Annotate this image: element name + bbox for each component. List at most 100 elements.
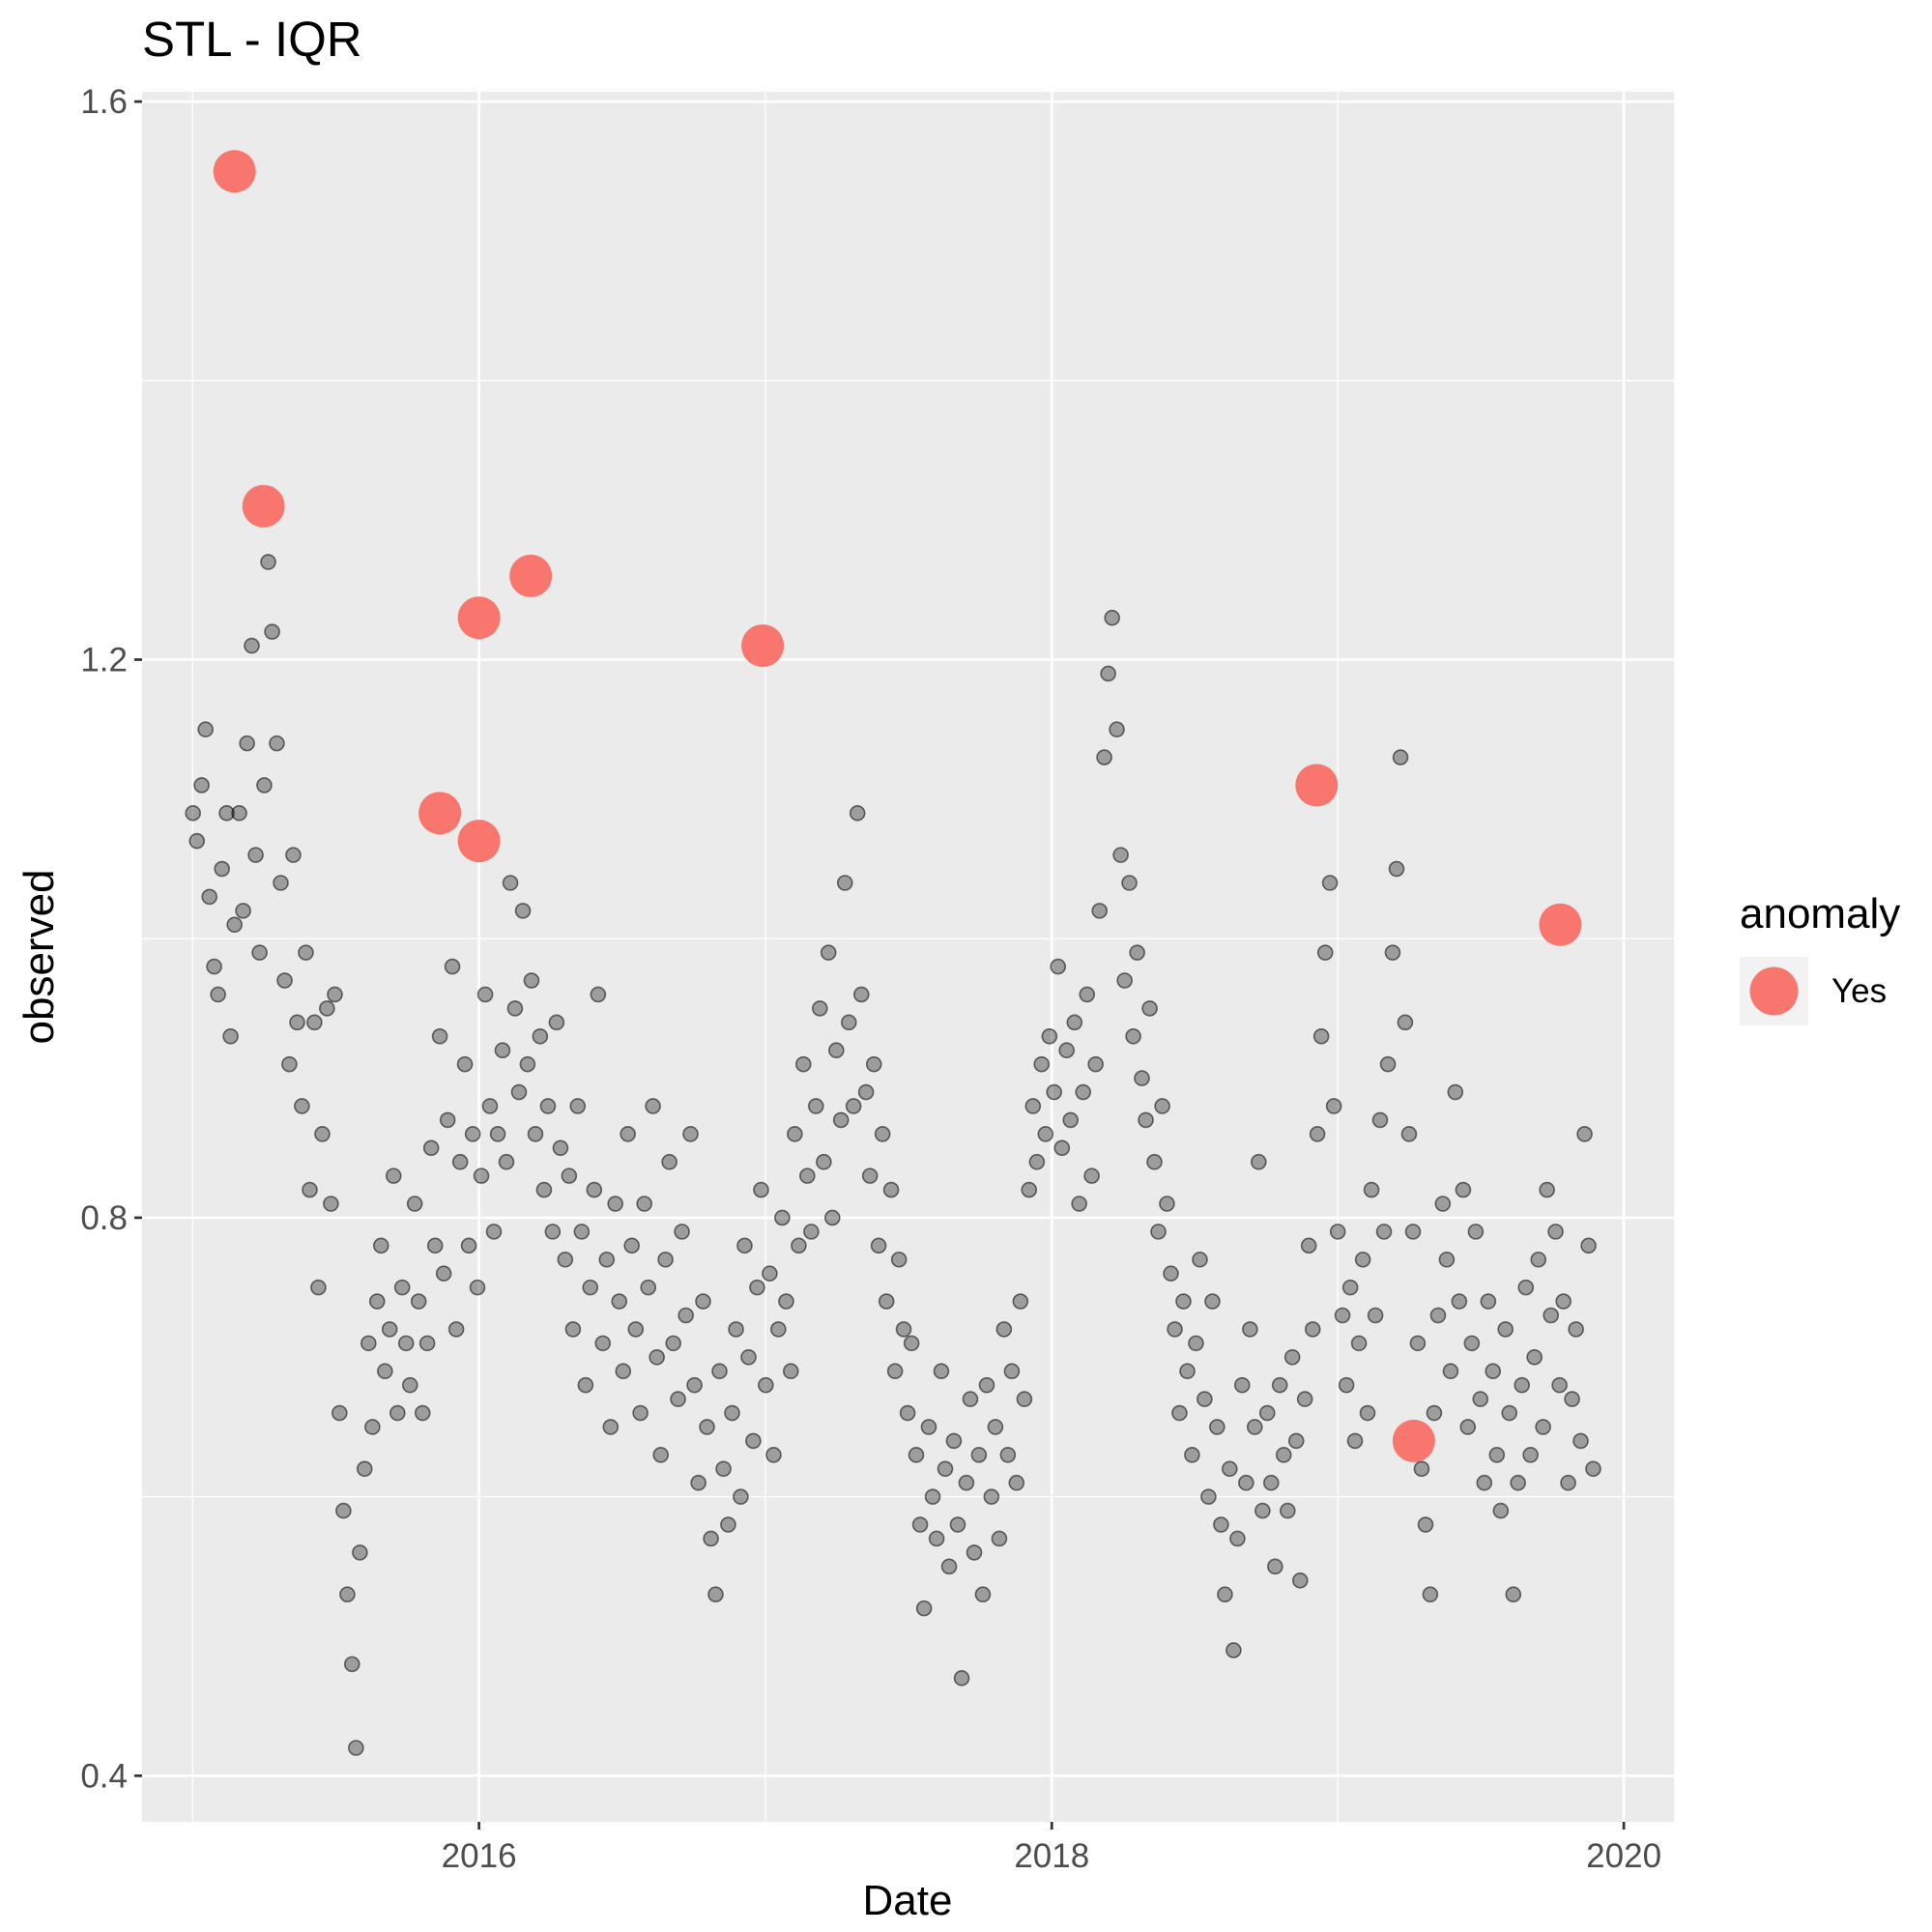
observed-point — [514, 903, 532, 919]
observed-point — [908, 1447, 925, 1463]
observed-point — [1037, 1126, 1054, 1142]
observed-point — [1016, 1391, 1033, 1407]
observed-point — [978, 1376, 995, 1394]
observed-point — [406, 1196, 423, 1212]
observed-point — [820, 944, 837, 961]
observed-point — [1576, 1126, 1593, 1142]
observed-point — [1300, 1237, 1317, 1254]
observed-point — [1079, 986, 1096, 1003]
observed-point — [928, 1530, 945, 1547]
x-axis-ticks: 2016 2018 2020 — [442, 1822, 1661, 1875]
observed-point — [564, 1321, 582, 1338]
observed-point — [682, 1126, 699, 1142]
observed-point — [770, 1321, 787, 1338]
observed-point — [494, 1042, 511, 1059]
observed-point — [852, 986, 870, 1003]
observed-point — [569, 1098, 587, 1114]
observed-point — [339, 1586, 356, 1603]
observed-point — [1129, 944, 1145, 961]
observed-point — [745, 1432, 762, 1450]
observed-point — [1024, 1098, 1042, 1114]
observed-point — [439, 1111, 456, 1129]
observed-point — [1392, 749, 1409, 765]
observed-point — [1338, 1376, 1355, 1394]
observed-point — [1459, 1419, 1477, 1435]
observed-point — [736, 1237, 753, 1254]
observed-point — [481, 1098, 499, 1114]
anomaly-points — [213, 150, 1582, 1462]
observed-point — [686, 1376, 703, 1394]
observed-point — [314, 1126, 331, 1142]
observed-point — [711, 1363, 728, 1380]
observed-point — [983, 1488, 1000, 1505]
observed-point — [940, 1558, 958, 1575]
observed-point — [899, 1404, 916, 1422]
observed-point — [489, 1126, 506, 1142]
observed-point — [201, 888, 218, 906]
observed-point — [611, 1293, 628, 1310]
observed-point — [285, 847, 302, 863]
observed-point — [1321, 875, 1339, 891]
observed-point — [632, 1404, 649, 1422]
observed-point — [640, 1279, 657, 1296]
observed-point — [343, 1656, 360, 1673]
observed-point — [1417, 1516, 1434, 1533]
observed-point — [548, 1014, 565, 1031]
observed-point — [1363, 1181, 1380, 1198]
observed-point — [699, 1419, 715, 1435]
observed-point — [1066, 1014, 1083, 1031]
observed-point — [690, 1474, 706, 1491]
y-tick-label: 0.8 — [80, 1199, 128, 1237]
observed-point — [1242, 1321, 1258, 1338]
observed-point — [878, 1293, 895, 1310]
observed-point — [787, 1126, 803, 1142]
observed-point — [636, 1196, 652, 1212]
observed-point — [652, 1447, 670, 1463]
legend-title: anomaly — [1740, 890, 1900, 937]
observed-point — [1116, 972, 1133, 989]
observed-point — [214, 860, 230, 878]
x-tick-label: 2020 — [1586, 1837, 1661, 1875]
observed-point — [356, 1460, 373, 1478]
observed-point — [1233, 1376, 1251, 1394]
observed-point — [1572, 1432, 1589, 1450]
observed-point — [372, 1237, 389, 1254]
observed-point — [332, 1404, 348, 1422]
observed-point — [1316, 944, 1334, 961]
observed-point — [381, 1321, 398, 1338]
observed-point — [920, 1419, 937, 1435]
observed-point — [1083, 1168, 1100, 1184]
observed-point — [590, 986, 607, 1003]
observed-point — [1501, 1404, 1518, 1422]
observed-point — [447, 1321, 465, 1338]
observed-point — [661, 1153, 678, 1170]
observed-point — [1150, 1224, 1167, 1240]
observed-point — [665, 1335, 681, 1352]
chart-title: STL - IQR — [142, 12, 362, 67]
observed-point — [1167, 1321, 1183, 1338]
observed-point — [1539, 1181, 1555, 1198]
observed-point — [974, 1586, 992, 1603]
observed-point — [720, 1516, 736, 1533]
observed-point — [782, 1363, 799, 1380]
observed-point — [753, 1181, 769, 1198]
observed-point — [1379, 1055, 1397, 1073]
observed-point — [1291, 1572, 1309, 1589]
anomaly-point — [457, 820, 501, 863]
observed-point — [1154, 1098, 1170, 1114]
anomaly-point — [509, 554, 553, 597]
observed-point — [816, 1153, 832, 1170]
observed-point — [937, 1460, 954, 1478]
observed-point — [1121, 875, 1138, 891]
observed-point — [310, 1279, 327, 1296]
observed-point — [598, 1251, 616, 1268]
observed-point — [728, 1321, 744, 1338]
observed-point — [1304, 1321, 1321, 1338]
observed-point — [811, 1000, 828, 1017]
observed-point — [1547, 1224, 1564, 1240]
observed-point — [1434, 1196, 1452, 1212]
observed-point — [226, 916, 243, 934]
observed-point — [426, 1237, 444, 1254]
observed-point — [1087, 1055, 1104, 1073]
observed-point — [1033, 1055, 1051, 1073]
